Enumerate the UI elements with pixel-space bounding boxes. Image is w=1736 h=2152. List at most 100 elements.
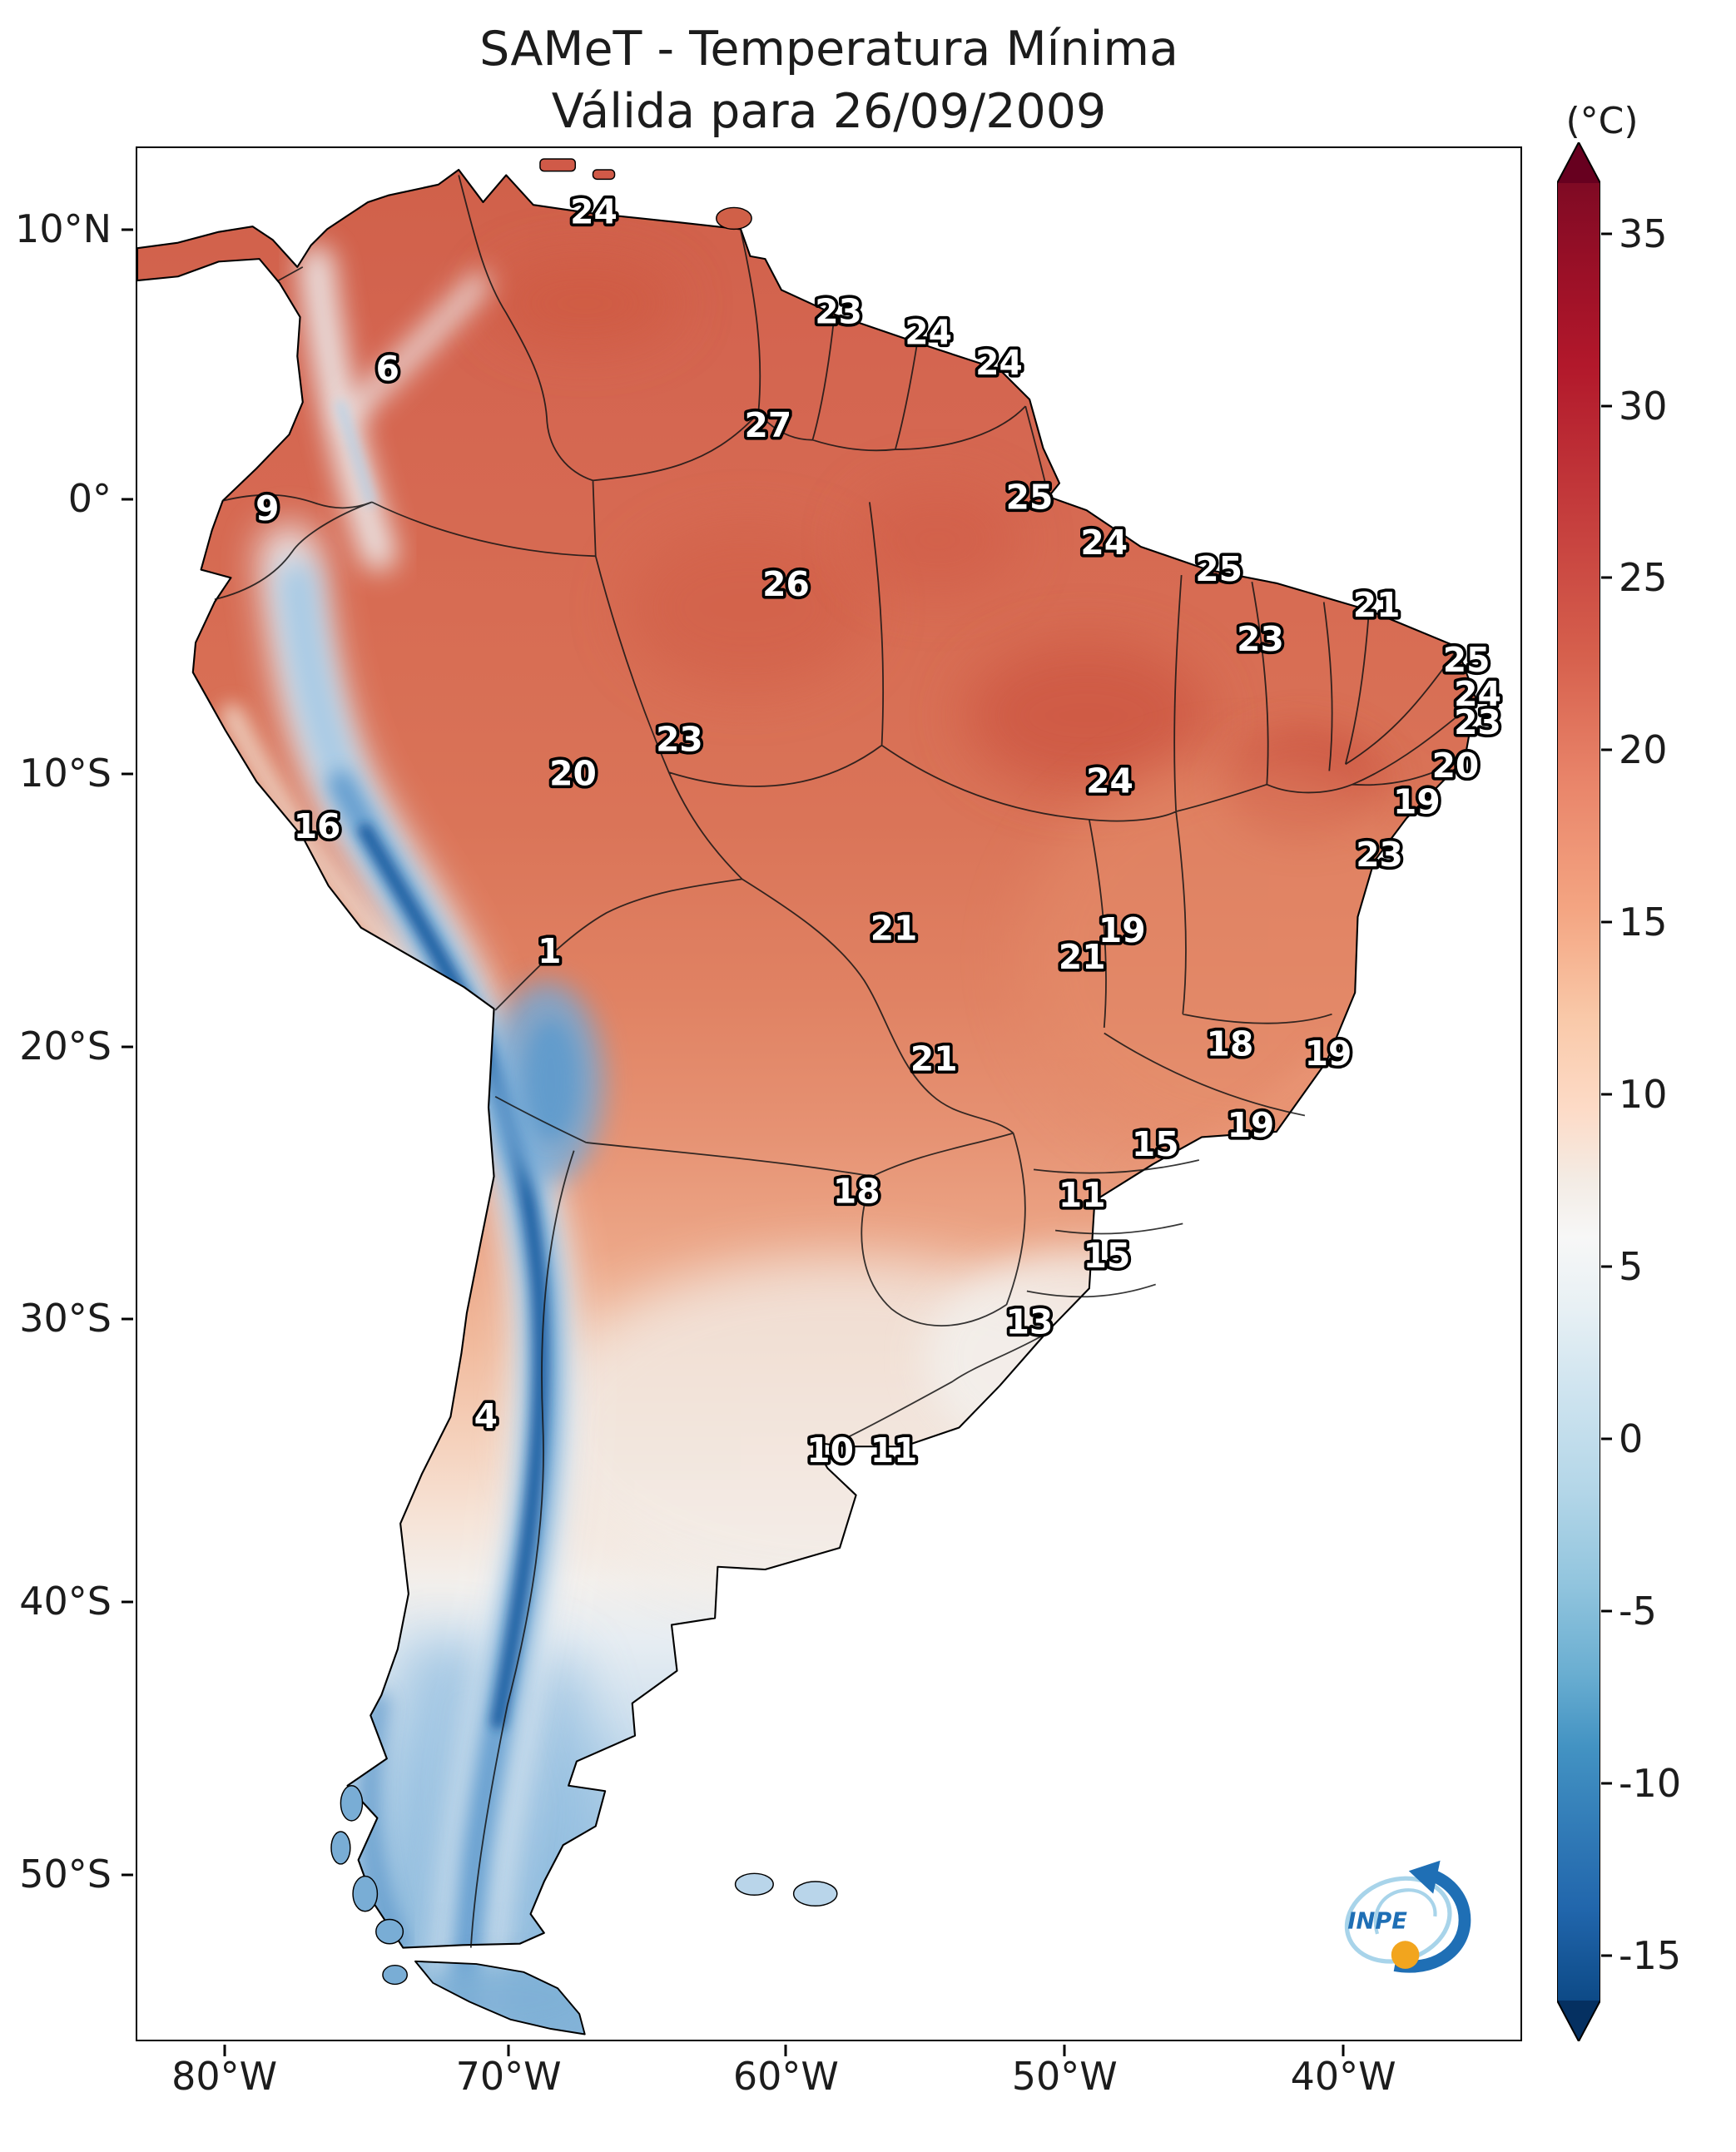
temperature-region — [856, 485, 1019, 594]
colorbar-tick-label: -15 — [1619, 1932, 1682, 1978]
temp-value-label: 4 — [474, 1396, 498, 1436]
temp-value-label: 23 — [1454, 702, 1501, 742]
lon-tick-label: 70°W — [455, 2054, 562, 2099]
logo-orange-dot — [1391, 1941, 1420, 1969]
temp-value-label: 25 — [1443, 640, 1490, 680]
colorbar-tick-mark — [1601, 404, 1612, 407]
lat-tick-label: 10°S — [19, 750, 112, 796]
colorbar-tick-label: -5 — [1619, 1589, 1657, 1634]
temp-value-label: 19 — [1305, 1034, 1352, 1074]
temp-value-label: 15 — [1084, 1236, 1131, 1276]
temp-value-label: 23 — [815, 292, 862, 332]
colorbar: 35 30 25 20 15 10 5 0 -5 -10 -15 — [1557, 142, 1736, 2041]
temp-value-label: 25 — [1006, 478, 1054, 518]
colorbar-tick-mark — [1601, 232, 1612, 236]
colorbar-tick-mark — [1601, 748, 1612, 751]
temperature-region — [625, 526, 870, 689]
lon-tick-label: 80°W — [171, 2054, 278, 2099]
andes-blue-core — [335, 399, 375, 508]
logo-arrow-arc — [1393, 1868, 1471, 1973]
longitude-axis: 80°W 70°W 60°W 50°W 40°W — [136, 2054, 1522, 2112]
temp-value-label: 26 — [762, 564, 810, 604]
latitude-axis: 10°N 0° 10°S 20°S 30°S 40°S 50°S — [0, 146, 125, 2041]
inpe-logo-graphic: INPE — [1344, 1860, 1471, 1973]
temp-value-label: 21 — [1059, 937, 1106, 977]
lon-tick-label: 50°W — [1011, 2054, 1118, 2099]
temp-value-label: 24 — [1454, 674, 1501, 714]
andes-dark-core — [358, 823, 548, 1729]
chilean-archipelago-island — [382, 1964, 408, 1986]
lat-tick-label: 50°S — [19, 1851, 112, 1897]
temp-value-label: 21 — [1353, 585, 1401, 625]
temp-value-label: 23 — [1356, 835, 1403, 875]
temp-value-label: 24 — [1086, 761, 1133, 801]
temp-value-label: 11 — [870, 1431, 918, 1470]
colorbar-tick-mark — [1601, 1437, 1612, 1440]
temperature-region — [964, 641, 1209, 791]
temp-value-label: 24 — [975, 343, 1023, 383]
temp-value-label: 15 — [1132, 1124, 1179, 1164]
temp-value-label: 1 — [538, 931, 561, 971]
temp-value-label: 10 — [806, 1431, 854, 1470]
lat-tick-label: 20°S — [19, 1023, 112, 1069]
temp-value-label: 16 — [294, 806, 341, 846]
temp-value-label: 21 — [910, 1039, 958, 1079]
colorbar-tick-mark — [1601, 576, 1612, 579]
lat-tick-label: 10°N — [15, 206, 112, 252]
temp-value-label: 18 — [833, 1172, 880, 1212]
temp-value-label: 18 — [1207, 1024, 1254, 1064]
colorbar-tick-label: 15 — [1619, 900, 1668, 945]
lon-tick-label: 60°W — [732, 2054, 839, 2099]
temp-value-label: 25 — [1195, 549, 1242, 589]
inpe-logo: INPE — [1325, 1856, 1500, 1981]
colorbar-tick-mark — [1601, 1782, 1612, 1785]
colorbar-over-arrow — [1557, 142, 1600, 183]
colorbar-tick-label: 0 — [1619, 1416, 1644, 1462]
falkland-island-west — [734, 1872, 774, 1897]
colorbar-tick-label: 30 — [1619, 383, 1668, 429]
colorbar-tick-mark — [1601, 1954, 1612, 1957]
chilean-archipelago-island — [352, 1875, 379, 1912]
temp-value-label: 24 — [905, 313, 952, 353]
falkland-island-east — [792, 1881, 838, 1907]
temp-value-label: 20 — [549, 753, 597, 793]
colorbar-tick-mark — [1601, 920, 1612, 924]
lat-tick-label: 30°S — [19, 1296, 112, 1341]
temp-value-label: 27 — [744, 405, 791, 445]
map-plot-area: 24 23 24 24 6 27 9 25 24 25 26 21 23 25 24 23 23 20 24 20 19… — [136, 146, 1522, 2041]
caribbean-island — [539, 158, 577, 172]
colorbar-tick-mark — [1601, 1265, 1612, 1268]
colorbar-under-arrow — [1557, 2001, 1600, 2041]
colorbar-tick-label: 25 — [1619, 555, 1668, 601]
figure-title: SAMeT - Temperatura Mínima Válida para 2… — [136, 18, 1522, 143]
islands — [330, 158, 838, 1986]
colorbar-tick-label: 35 — [1619, 211, 1668, 256]
colorbar-ramp — [1557, 183, 1600, 2001]
temp-value-label: 6 — [376, 349, 399, 389]
temp-value-label: 23 — [656, 720, 703, 760]
temperature-region — [489, 260, 680, 347]
caribbean-island — [592, 169, 616, 181]
colorbar-tick-label: 20 — [1619, 727, 1668, 773]
colorbar-tick-mark — [1601, 1609, 1612, 1613]
lon-tick-label: 40°W — [1290, 2054, 1396, 2099]
temp-value-label: 9 — [255, 488, 279, 528]
temp-value-label: 11 — [1059, 1175, 1106, 1215]
colorbar-tick-label: -10 — [1619, 1761, 1682, 1807]
temp-value-label: 19 — [1099, 910, 1146, 950]
temperature-region — [924, 1249, 1250, 1465]
colorbar-unit-label: (°C) — [1565, 100, 1639, 142]
chilean-archipelago-island — [340, 1785, 364, 1822]
temp-value-label: 19 — [1228, 1105, 1275, 1145]
lat-tick-label: 40°S — [19, 1578, 112, 1624]
andes-white-band — [340, 272, 490, 423]
colorbar-tick-label: 10 — [1619, 1072, 1668, 1118]
temperature-region — [408, 1961, 598, 2035]
colorbar-gradient-bar — [1557, 142, 1600, 2041]
lat-tick-label: 0° — [67, 475, 112, 521]
temp-value-label: 23 — [1237, 619, 1284, 659]
country-state-borders — [214, 175, 1474, 1948]
